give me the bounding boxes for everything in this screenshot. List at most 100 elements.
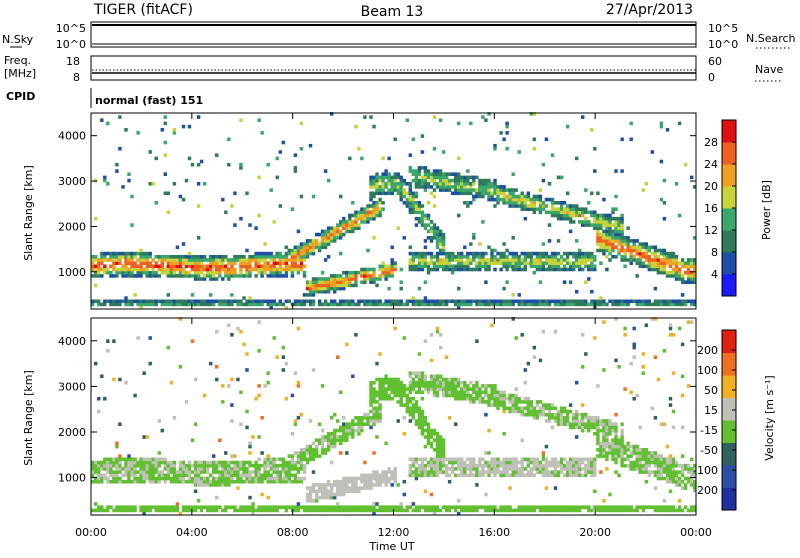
- velocity-cell: [587, 428, 591, 433]
- power-cell: [269, 267, 273, 272]
- velocity-cell: [454, 508, 458, 513]
- power-cell: [650, 245, 655, 250]
- velocity-cell: [617, 473, 621, 478]
- power-cell: [620, 242, 624, 246]
- velocity-cell: [290, 454, 295, 458]
- power-cell: [323, 286, 328, 291]
- power-cell: [360, 270, 364, 275]
- velocity-cell: [363, 473, 367, 478]
- velocity-cell: [635, 451, 639, 455]
- velocity-cell: [293, 505, 298, 509]
- velocity-cell: [257, 393, 261, 398]
- power-cell: [438, 185, 443, 189]
- power-cell: [363, 216, 367, 221]
- power-cell: [435, 264, 440, 269]
- power-cell: [320, 283, 325, 288]
- power-cell: [680, 261, 685, 265]
- velocity-cell: [581, 422, 585, 426]
- power-cell: [317, 299, 322, 304]
- velocity-cell: [438, 448, 443, 452]
- power-cell: [484, 188, 488, 192]
- power-cell: [272, 255, 276, 259]
- power-cell: [559, 258, 564, 262]
- velocity-cell: [369, 508, 373, 513]
- power-cell: [230, 267, 234, 272]
- velocity-cell: [529, 467, 534, 471]
- velocity-cell: [351, 483, 355, 487]
- velocity-cell: [354, 505, 358, 509]
- velocity-cell: [638, 451, 642, 455]
- velocity-cell: [124, 467, 128, 471]
- power-cell: [581, 210, 585, 215]
- velocity-cell: [659, 463, 664, 468]
- velocity-cell: [360, 505, 364, 509]
- velocity-cell: [94, 470, 98, 474]
- power-cell: [565, 261, 570, 265]
- power-cell: [578, 251, 582, 256]
- power-cell: [559, 267, 564, 272]
- power-cell: [314, 239, 319, 243]
- power-cell: [454, 264, 458, 269]
- velocity-cell: [139, 505, 143, 509]
- velocity-cell: [193, 467, 198, 471]
- power-cell: [215, 258, 219, 262]
- power-cell: [366, 207, 370, 211]
- velocity-cell: [526, 361, 531, 366]
- velocity-cell: [417, 352, 422, 356]
- power-cell: [190, 261, 195, 265]
- velocity-cell: [475, 384, 479, 388]
- power-cell: [505, 124, 509, 129]
- power-cell: [626, 245, 630, 250]
- velocity-cell: [106, 457, 110, 462]
- velocity-cell: [632, 467, 636, 471]
- power-cell: [451, 255, 455, 259]
- power-cell: [508, 261, 512, 265]
- power-cell: [396, 302, 400, 307]
- power-cell: [423, 296, 428, 300]
- power-cell: [544, 258, 549, 262]
- velocity-cell: [532, 473, 537, 478]
- power-cell: [556, 299, 561, 304]
- power-cell: [493, 248, 497, 253]
- velocity-cell: [281, 460, 286, 465]
- power-cell: [242, 274, 246, 278]
- velocity-cell: [514, 406, 518, 411]
- velocity-cell: [544, 467, 549, 471]
- power-cell: [520, 191, 524, 196]
- power-cell: [363, 274, 367, 278]
- power-cell: [369, 204, 373, 208]
- power-cell: [187, 302, 192, 307]
- power-cell: [659, 251, 664, 256]
- velocity-cell: [532, 463, 537, 468]
- velocity-cell: [584, 473, 588, 478]
- velocity-y-tick-label: 3000: [58, 380, 86, 393]
- power-cell: [266, 261, 270, 265]
- velocity-cell: [224, 463, 228, 468]
- power-cell: [278, 261, 283, 265]
- power-cell: [444, 302, 449, 307]
- velocity-cell: [287, 505, 292, 509]
- power-cell: [348, 277, 352, 281]
- power-cell: [103, 258, 107, 262]
- velocity-cell: [454, 396, 458, 401]
- velocity-cell: [432, 511, 437, 516]
- power-cell: [206, 258, 210, 262]
- velocity-cell: [408, 505, 413, 509]
- power-cell: [345, 302, 349, 307]
- velocity-cell: [190, 438, 195, 442]
- velocity-cell: [269, 463, 273, 468]
- power-cell: [154, 270, 158, 275]
- power-cell: [478, 258, 482, 262]
- power-cell: [339, 302, 343, 307]
- power-cell: [254, 302, 258, 307]
- velocity-cell: [239, 508, 243, 513]
- velocity-cell: [550, 473, 555, 478]
- colorbar-tick-label: 20: [704, 180, 718, 193]
- power-cell: [438, 248, 443, 253]
- power-cell: [478, 264, 482, 269]
- velocity-cell: [593, 473, 597, 478]
- velocity-cell: [393, 508, 397, 513]
- power-cell: [354, 277, 358, 281]
- power-cell: [671, 261, 676, 265]
